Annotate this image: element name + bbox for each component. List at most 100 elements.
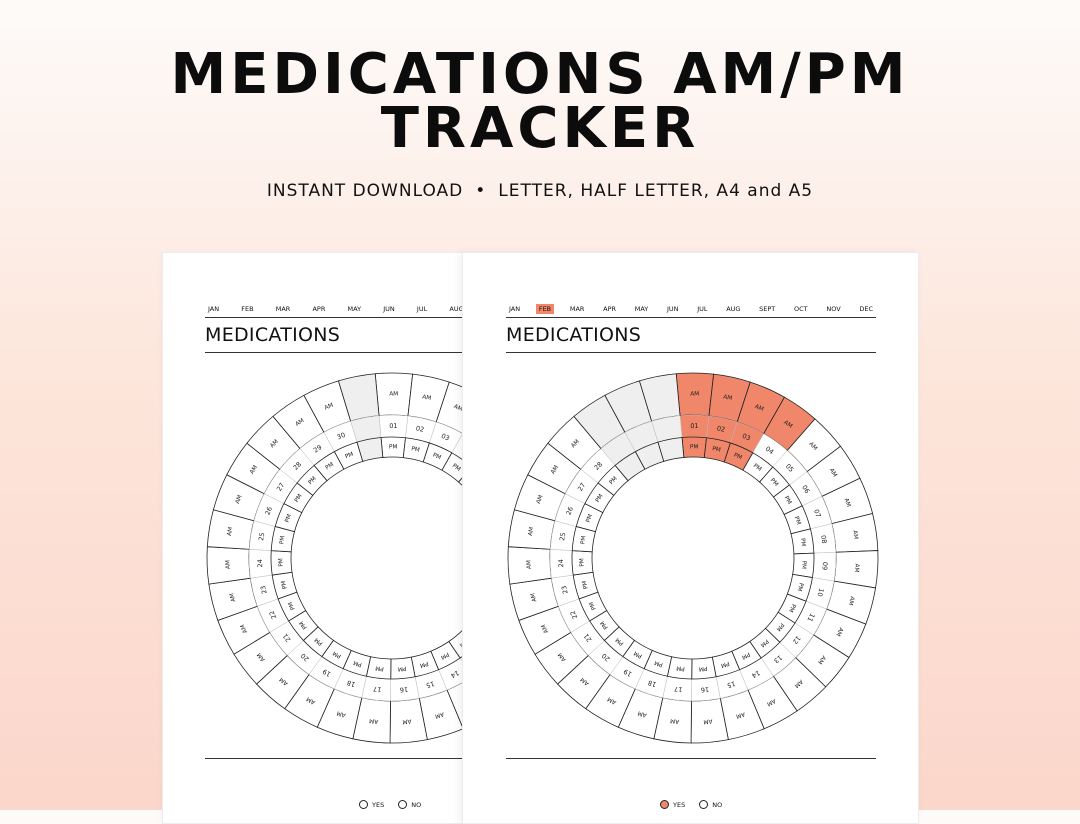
day-segment-02[interactable]: AM 02 PM	[402, 373, 450, 463]
month-sept[interactable]: SEPT	[759, 305, 776, 313]
day-segment-28[interactable]: AM 28 PM	[246, 415, 328, 496]
day-number: 11	[805, 612, 816, 623]
am-label: AM	[853, 563, 860, 572]
pm-label: PM	[589, 600, 598, 610]
day-segment-09[interactable]: AM 09 PM	[792, 550, 879, 589]
day-segment-30[interactable]	[604, 380, 665, 470]
month-jun[interactable]: JUN	[666, 305, 679, 313]
pm-label: PM	[799, 538, 806, 547]
day-segment-26[interactable]: AM 26 PM	[513, 474, 604, 533]
day-segment-06[interactable]: AM 06 PM	[772, 445, 861, 516]
pm-cell[interactable]	[458, 467, 464, 497]
month-jul[interactable]: JUL	[697, 305, 708, 313]
month-mar[interactable]: MAR	[569, 305, 585, 313]
day-segment-22[interactable]: AM 22 PM	[217, 591, 307, 655]
month-feb[interactable]: FEB	[241, 305, 254, 313]
legend-no[interactable]: NO	[699, 800, 722, 809]
day-segment-17[interactable]: AM 17 PM	[352, 656, 392, 744]
month-may[interactable]: MAY	[347, 305, 362, 313]
day-segment-01[interactable]: AM 01 PM	[675, 372, 715, 459]
day-segment-31[interactable]	[638, 373, 685, 462]
day-segment-23[interactable]: AM 23 PM	[208, 571, 298, 621]
am-label: AM	[558, 651, 568, 662]
day-number: 29	[312, 443, 323, 454]
month-aug[interactable]: AUG	[449, 305, 464, 313]
day-segment-25[interactable]: AM 25 PM	[507, 509, 596, 553]
day-segment-23[interactable]: AM 23 PM	[509, 571, 599, 621]
day-segment-22[interactable]: AM 22 PM	[518, 591, 608, 655]
pm-cell[interactable]	[657, 437, 685, 462]
pm-label: PM	[451, 463, 461, 473]
legend: YES NO	[660, 800, 722, 809]
pm-label: PM	[690, 444, 699, 450]
day-segment-02[interactable]: AM 02 PM	[703, 373, 751, 463]
pm-label: PM	[783, 495, 793, 505]
month-jul[interactable]: JUL	[416, 305, 428, 313]
am-label: AM	[434, 710, 444, 718]
month-mar[interactable]: MAR	[275, 305, 291, 313]
day-number: 22	[568, 609, 579, 620]
day-segment-28[interactable]: AM 28 PM	[547, 415, 629, 496]
pm-label: PM	[389, 444, 398, 450]
month-dec[interactable]: DEC	[859, 305, 873, 313]
am-label: AM	[229, 592, 237, 602]
legend-yes[interactable]: YES	[359, 800, 384, 809]
am-label: AM	[834, 626, 843, 637]
day-segment-25[interactable]: AM 25 PM	[206, 509, 295, 553]
day-number: 17	[674, 685, 683, 694]
day-segment-24[interactable]: AM 24 PM	[206, 546, 293, 585]
day-number: 03	[440, 432, 451, 443]
legend-no[interactable]: NO	[398, 800, 421, 809]
day-number: 20	[600, 652, 612, 663]
day-segment-08[interactable]: AM 08 PM	[790, 513, 879, 555]
month-jan[interactable]: JAN	[509, 305, 521, 313]
pm-cell[interactable]	[356, 437, 384, 462]
day-segment-27[interactable]: AM 27 PM	[527, 442, 615, 514]
month-nov[interactable]: NOV	[826, 305, 841, 313]
day-segment-07[interactable]: AM 07 PM	[783, 477, 874, 535]
day-segment-12[interactable]: AM 12 PM	[764, 611, 850, 688]
day-number: 21	[582, 632, 593, 643]
day-segment-15[interactable]: AM 15 PM	[711, 650, 765, 741]
day-segment-18[interactable]: AM 18 PM	[617, 649, 673, 740]
legend-yes[interactable]: YES	[660, 800, 685, 809]
day-segment-16[interactable]: AM 16 PM	[389, 656, 428, 744]
day-number: 24	[256, 559, 264, 568]
month-jan[interactable]: JAN	[208, 305, 220, 313]
day-segment-15[interactable]: AM 15 PM	[410, 650, 463, 741]
am-label: AM	[530, 592, 538, 602]
day-segment-24[interactable]: AM 24 PM	[507, 546, 594, 585]
day-number: 25	[257, 532, 266, 541]
day-segment-21[interactable]: AM 21 PM	[534, 609, 620, 685]
month-strip: JAN FEB MAR APR MAY JUN JUL AUG SEPT OCT NOV DEC	[506, 301, 876, 318]
yes-circle-icon	[359, 800, 368, 809]
day-segment-18[interactable]: AM 18 PM	[316, 649, 372, 740]
am-label: AM	[402, 717, 411, 724]
month-apr[interactable]: APR	[603, 305, 617, 313]
day-segment-11[interactable]: AM 11 PM	[777, 593, 867, 659]
month-may[interactable]: MAY	[634, 305, 649, 313]
month-jun[interactable]: JUN	[383, 305, 395, 313]
day-wheel: AM01PMAM02PMAM03PMAM04PMAM05PMAM06PMAM07…	[206, 372, 464, 744]
day-segment-31[interactable]	[337, 373, 384, 462]
am-label: AM	[306, 695, 317, 705]
subtitle-separator: •	[475, 181, 487, 201]
day-number: 09	[821, 562, 829, 571]
month-oct[interactable]: OCT	[793, 305, 808, 313]
day-segment-27[interactable]: AM 27 PM	[226, 442, 314, 514]
month-feb[interactable]: FEB	[535, 304, 555, 314]
month-aug[interactable]: AUG	[726, 305, 741, 313]
day-segment-30[interactable]: AM 30 PM	[303, 380, 364, 470]
day-number: 19	[321, 667, 332, 678]
month-apr[interactable]: APR	[312, 305, 326, 313]
day-segment-10[interactable]: AM 10 PM	[786, 573, 877, 625]
